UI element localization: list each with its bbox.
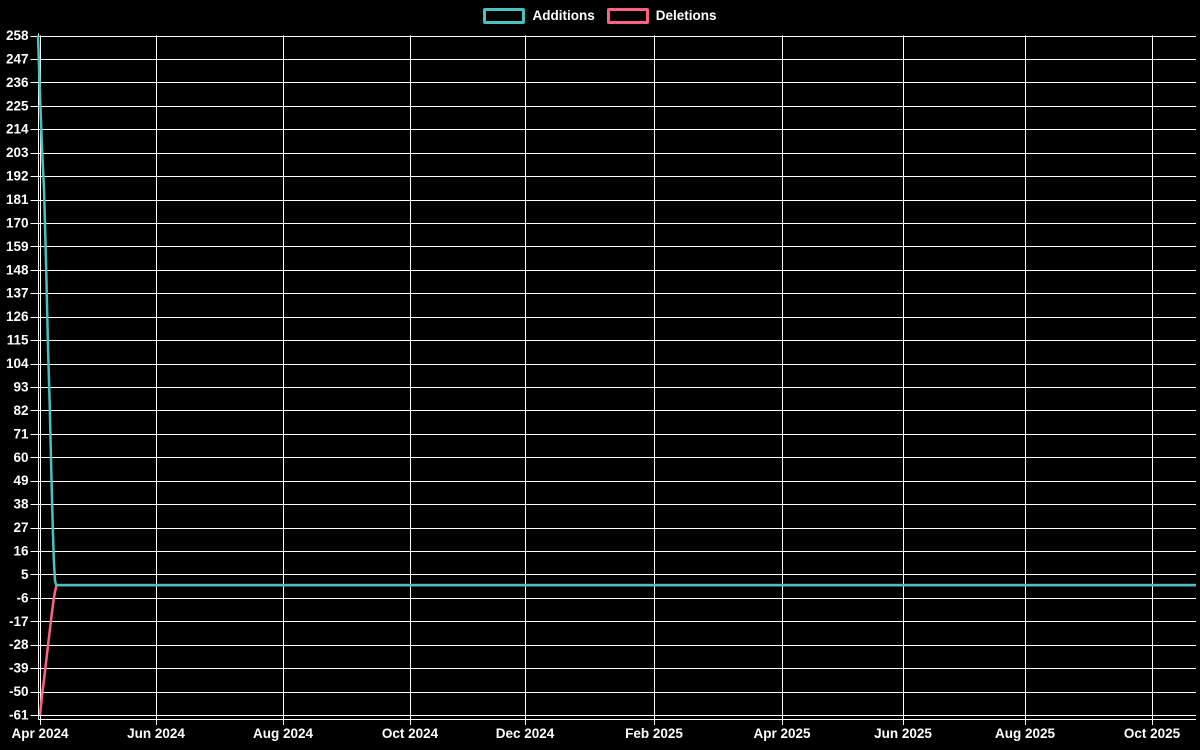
y-tick-label: 93 [13, 379, 29, 394]
y-tick-label: 159 [6, 239, 29, 254]
y-tick-label: 214 [6, 122, 29, 137]
y-tick-label: 71 [13, 426, 29, 441]
y-tick-label: 148 [6, 262, 29, 277]
series-lines [36, 35, 1196, 716]
deletions-swatch-icon [606, 8, 649, 24]
y-tick-label: 5 [21, 567, 29, 582]
axes [30, 33, 1196, 725]
y-tick-label: 49 [13, 473, 28, 488]
y-tick-label: 16 [13, 543, 29, 558]
x-tick-label: Jun 2024 [127, 726, 185, 741]
y-tick-label: 258 [6, 28, 29, 43]
y-tick-label: 126 [6, 309, 29, 324]
y-tick-label: 27 [13, 520, 28, 535]
legend-item-deletions[interactable]: Deletions [606, 8, 717, 24]
y-tick-label: 247 [6, 51, 29, 66]
y-tick-label: -61 [9, 708, 29, 723]
additions-swatch-icon [483, 8, 526, 24]
x-tick-label: Aug 2025 [995, 726, 1056, 741]
y-tick-label: 181 [6, 192, 29, 207]
x-tick-label: Feb 2025 [625, 726, 683, 741]
x-tick-label: Aug 2024 [253, 726, 314, 741]
legend-label-deletions: Deletions [655, 8, 717, 24]
deletions-line [38, 583, 1196, 716]
x-tick-label: Dec 2024 [496, 726, 555, 741]
x-tick-label: Apr 2025 [753, 726, 811, 741]
gridlines [38, 35, 1196, 720]
y-tick-label: 170 [6, 215, 29, 230]
y-tick-label: 192 [6, 169, 29, 184]
y-tick-label: 104 [6, 356, 29, 371]
y-tick-label: 236 [6, 75, 29, 90]
y-tick-label: 60 [13, 450, 28, 465]
x-tick-label: Apr 2024 [11, 726, 69, 741]
x-tick-label: Oct 2025 [1124, 726, 1181, 741]
axis-labels: 258 247 236 225 214 203 192 181 170 159 148 137 126 1… [6, 28, 1181, 741]
legend-label-additions: Additions [532, 8, 595, 24]
y-tick-label: -17 [9, 614, 29, 629]
y-tick-label: 225 [6, 98, 29, 113]
y-tick-label: -50 [9, 684, 29, 699]
y-tick-label: 203 [6, 145, 29, 160]
x-tick-label: Oct 2024 [382, 726, 439, 741]
y-tick-label: 137 [6, 286, 29, 301]
x-tick-label: Jun 2025 [874, 726, 932, 741]
y-tick-label: 82 [13, 403, 28, 418]
y-tick-label: -39 [9, 661, 29, 676]
chart-legend: Additions Deletions [0, 8, 1200, 24]
y-tick-label: 38 [13, 497, 29, 512]
legend-item-additions[interactable]: Additions [483, 8, 595, 24]
y-tick-label: 115 [7, 333, 29, 348]
additions-line [36, 35, 1196, 587]
y-tick-label: -6 [16, 590, 28, 605]
y-tick-label: -28 [9, 637, 29, 652]
